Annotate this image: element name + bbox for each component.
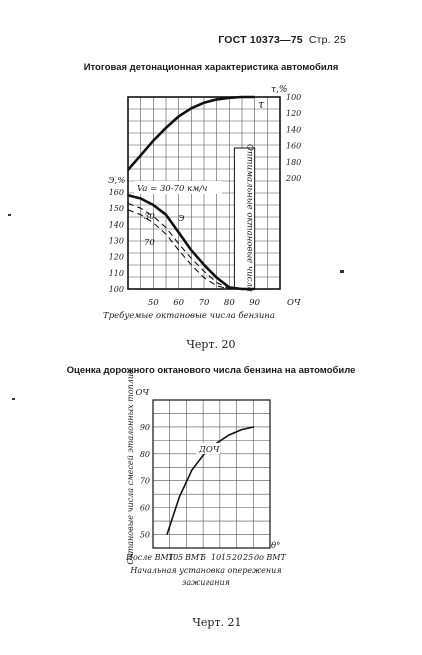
y-left-tick-label: 140 bbox=[109, 220, 124, 229]
y-right-axis-label: τ,% bbox=[271, 85, 287, 95]
y-left-tick-label: 150 bbox=[109, 204, 124, 213]
series-label-e: Э bbox=[178, 214, 185, 224]
x2-unit-label: θ° bbox=[271, 541, 280, 551]
series-line bbox=[127, 95, 255, 171]
y-right-tick-label: 180 bbox=[286, 158, 301, 167]
x2-tick-label: 10 bbox=[211, 553, 221, 562]
x-unit-label: ОЧ bbox=[287, 298, 301, 308]
y-left-tick-label: 110 bbox=[109, 269, 124, 278]
y-left-tick-label: 130 bbox=[109, 237, 124, 246]
doch-label: ДОЧ bbox=[198, 445, 220, 455]
x2-prefix-label: После ВМТ bbox=[125, 553, 175, 562]
x-tick-label: 60 bbox=[173, 298, 184, 308]
y2-tick-label: 80 bbox=[140, 450, 150, 459]
figure1-caption: Черт. 20 bbox=[186, 338, 236, 351]
series-label-70: 70 bbox=[144, 238, 155, 248]
y-right-tick-label: 200 bbox=[285, 174, 301, 183]
x2-axis-label-line2: зажигания bbox=[182, 578, 230, 587]
page-number: Стр. 25 bbox=[308, 34, 346, 46]
x-tick-label: 50 bbox=[148, 298, 159, 308]
y2-tick-label: 90 bbox=[140, 423, 150, 432]
y2-axis-label: Октановые числа смесей эталонных топлив bbox=[126, 369, 135, 565]
margin-speck bbox=[340, 270, 344, 273]
x2-suffix-label: до ВМТ bbox=[254, 553, 287, 562]
optimal-band-label: Оптимальные октановые числа bbox=[245, 144, 255, 292]
y-left-axis-label: Э,% bbox=[108, 176, 125, 186]
margin-speck bbox=[8, 214, 11, 216]
y-left-tick-label: 160 bbox=[109, 188, 124, 197]
y2-tick-label: 70 bbox=[140, 477, 150, 486]
speed-annotation: Va = 30-70 км/ч bbox=[137, 184, 207, 194]
x2-tick-label: 20 bbox=[231, 553, 242, 562]
figure1-title: Итоговая детонационная характеристика ав… bbox=[83, 62, 339, 73]
margin-speck bbox=[12, 398, 15, 400]
x2-tick-label: ВМТ bbox=[184, 553, 205, 562]
y2-unit-label: ОЧ bbox=[135, 388, 149, 398]
figure2-title: Оценка дорожного октанового числа бензин… bbox=[66, 365, 356, 376]
y-left-tick-label: 120 bbox=[109, 253, 124, 262]
x2-tick-label: 25 bbox=[242, 553, 253, 562]
page-header: ГОСТ 10373—75 Стр. 25 bbox=[218, 34, 346, 46]
series-label-tau: τ bbox=[258, 98, 265, 111]
y2-tick-label: 60 bbox=[140, 504, 150, 513]
x2-axis-label-line1: Начальная установка опережения bbox=[129, 566, 281, 575]
y-left-tick-label: 100 bbox=[109, 285, 124, 294]
x2-tick-label: 15 bbox=[221, 553, 231, 562]
series-line bbox=[127, 202, 242, 290]
standard-number: ГОСТ 10373—75 bbox=[218, 34, 303, 46]
series-label-30: 30 bbox=[144, 212, 155, 222]
y-right-tick-label: 160 bbox=[286, 142, 301, 151]
x2-tick-label: 5 bbox=[201, 553, 206, 562]
y-right-tick-label: 120 bbox=[286, 109, 301, 118]
x2-tick-label: 10 bbox=[168, 553, 178, 562]
plot-frame bbox=[127, 96, 281, 290]
series-line bbox=[127, 209, 242, 290]
x-axis-label: Требуемые октановые числа бензина bbox=[103, 310, 275, 321]
figure2-caption: Черт. 21 bbox=[192, 616, 242, 629]
x-tick-label: 90 bbox=[249, 298, 260, 308]
plot2-frame bbox=[152, 399, 271, 549]
x-tick-label: 80 bbox=[224, 298, 235, 308]
y2-tick-label: 50 bbox=[140, 531, 150, 540]
y-right-tick-label: 100 bbox=[286, 93, 301, 102]
x-tick-label: 70 bbox=[199, 298, 210, 308]
y-right-tick-label: 140 bbox=[286, 125, 301, 134]
series-line bbox=[127, 194, 255, 291]
speed-annotation-bg bbox=[134, 181, 222, 194]
x2-tick-label: 5 bbox=[178, 553, 183, 562]
doch-label-bg bbox=[196, 443, 220, 454]
